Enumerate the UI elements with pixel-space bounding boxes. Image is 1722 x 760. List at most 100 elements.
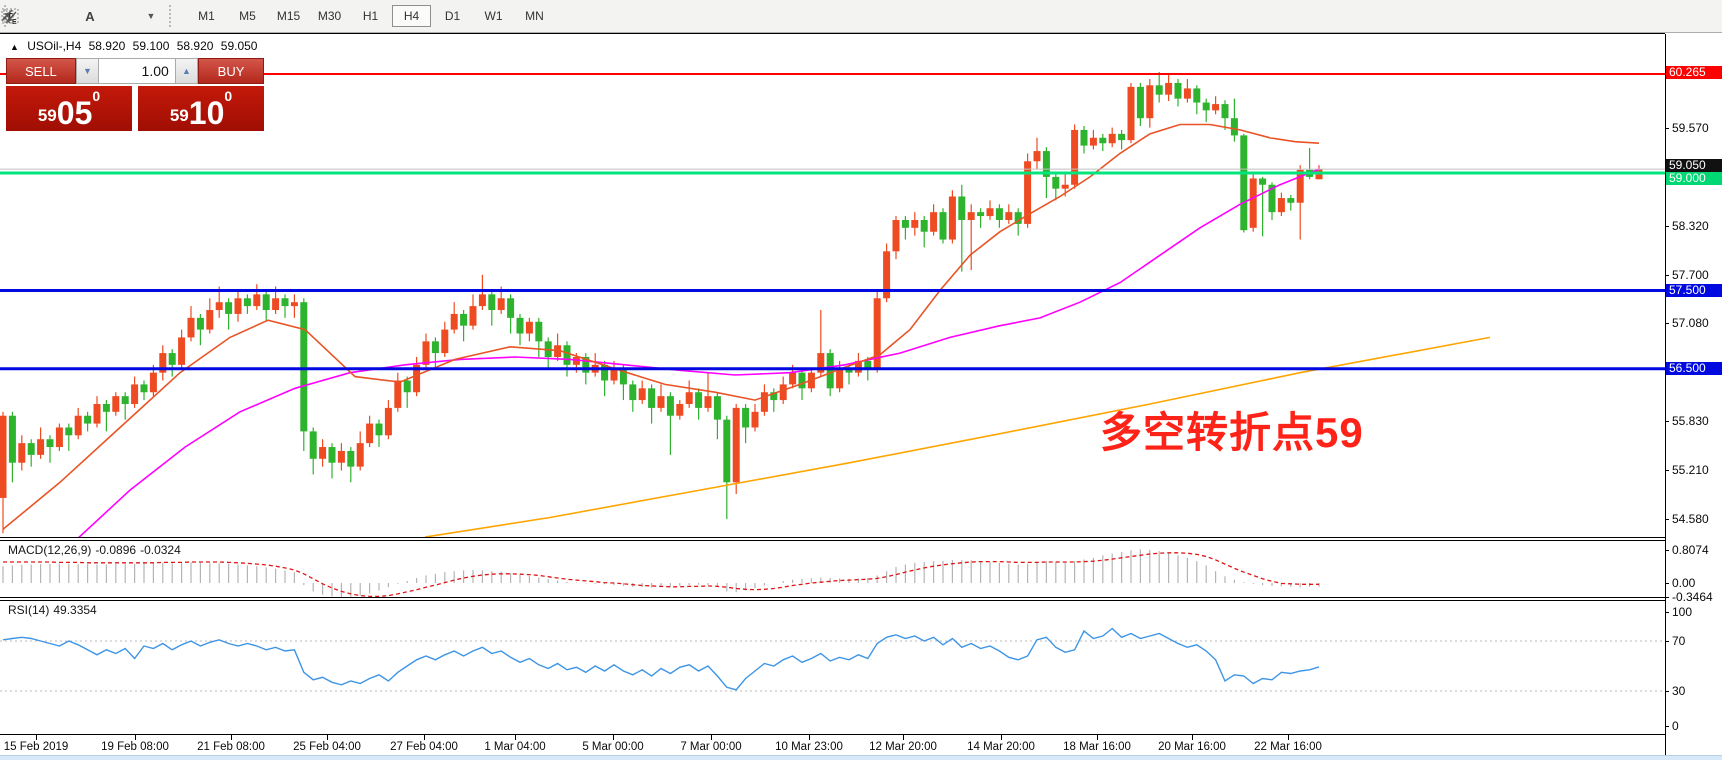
time-tick-label: 18 Mar 16:00 [1063,741,1131,753]
price-tick-label: 58.320 [1672,219,1709,233]
time-tick-mark [515,735,516,740]
rsi-indicator-label: RSI(14) 49.3354 [8,603,97,617]
time-tick-label: 1 Mar 04:00 [484,741,546,753]
buy-button[interactable]: BUY [198,58,264,84]
annotation-text[interactable]: 多空转折点59 [1100,409,1364,456]
macd-indicator-label: MACD(12,26,9) -0.0896 -0.0324 [8,543,181,557]
time-tick-label: 10 Mar 23:00 [775,741,843,753]
volume-increase-button[interactable]: ▲ [174,58,199,84]
symbol-period-label: USOil-,H4 [27,39,82,53]
time-tick-label: 5 Mar 00:00 [582,741,644,753]
rsi-panel-top-border [0,600,1665,601]
macd-axis-label: 0.8074 [1672,543,1709,557]
window-bottom-strip [0,755,1722,760]
main-panel-top-border [0,33,1665,34]
time-tick-mark [903,735,904,740]
time-tick-mark [809,735,810,740]
axis-tick-mark [1665,597,1669,598]
axis-tick-mark [1665,128,1669,129]
price-tick-label: 55.830 [1672,414,1709,428]
time-tick-mark [1288,735,1289,740]
macd-axis-label: 0.00 [1672,576,1696,590]
time-tick-label: 25 Feb 04:00 [293,741,361,753]
bid-price-main: 05 [56,95,93,132]
time-tick-label: 21 Feb 08:00 [197,741,265,753]
chart-header: ▲ USOil-,H4 58.920 59.100 58.920 59.050 [10,39,261,53]
time-tick-mark [424,735,425,740]
macd-panel-top-border [0,540,1665,541]
timeframe-switcher: M1 M5 M15 M30 H1 H4 D1 W1 MN [186,5,555,27]
main-price-chart[interactable] [0,34,1665,537]
price-badge: 56.500 [1666,362,1722,375]
time-tick-label: 7 Mar 00:00 [680,741,742,753]
rsi-axis-label: 30 [1672,684,1686,698]
axis-tick-mark [1665,641,1669,642]
fibonacci-icon[interactable]: F [3,4,75,28]
price-tick-label: 55.210 [1672,463,1709,477]
axis-tick-mark [1665,519,1669,520]
time-tick-mark [231,735,232,740]
rsi-chart[interactable] [0,599,1665,734]
chevron-down-icon: ▼ [146,11,156,21]
time-tick-label: 14 Mar 20:00 [967,741,1035,753]
shapes-arrows-icon[interactable]: ▼ [2,4,165,28]
toolbar-grip-2[interactable] [169,5,176,27]
svg-text:E: E [12,19,17,25]
timeframe-button-d1[interactable]: D1 [444,9,461,23]
timeframe-button-h1[interactable]: H1 [362,9,379,23]
time-tick-mark [1001,735,1002,740]
axis-tick-mark [1665,691,1669,692]
axis-tick-mark [1665,470,1669,471]
price-tick-label: 54.580 [1672,512,1709,526]
macd-panel-bottom-border [0,597,1665,598]
text-label-icon[interactable]: T [1,4,135,28]
timeframe-button-m30[interactable]: M30 [317,9,342,23]
volume-decrease-button[interactable]: ▼ [75,58,100,84]
time-tick-label: 12 Mar 20:00 [869,741,937,753]
time-tick-mark [711,735,712,740]
time-tick-mark [1097,735,1098,740]
bid-price-panel[interactable]: 59 05 0 [6,86,132,131]
one-click-trading-widget: SELL ▼ 1.00 ▲ BUY 59 05 0 59 10 0 [6,58,264,131]
ohlc-close: 59.050 [220,39,258,53]
timeframe-button-m15[interactable]: M15 [276,9,301,23]
macd-axis-label: -0.3464 [1672,590,1713,604]
time-tick-label: 20 Mar 16:00 [1158,741,1226,753]
ask-price-prefix: 59 [169,106,189,125]
ohlc-open: 58.920 [88,39,126,53]
toolbar-grip[interactable] [4,5,11,27]
volume-input[interactable]: 1.00 [99,58,175,84]
sell-button[interactable]: SELL [6,58,76,84]
time-tick-mark [613,735,614,740]
text-icon[interactable]: A [85,8,95,24]
svg-text:F: F [12,19,17,25]
axis-tick-mark [1665,323,1669,324]
timeframe-button-m1[interactable]: M1 [198,9,215,23]
timeframe-button-mn[interactable]: MN [525,9,544,23]
rsi-axis-label: 0 [1672,719,1679,733]
price-tick-label: 57.700 [1672,268,1709,282]
time-tick-label: 15 Feb 2019 [3,741,69,753]
price-badge: 59.000 [1666,172,1722,185]
macd-chart[interactable] [0,539,1665,598]
ohlc-high: 59.100 [132,39,170,53]
axis-vertical-border [1665,34,1666,757]
symbol-triangle-icon: ▲ [10,42,19,52]
timeframe-button-w1[interactable]: W1 [484,9,503,23]
time-tick-label: 19 Feb 08:00 [101,741,169,753]
ohlc-low: 58.920 [176,39,214,53]
time-tick-mark [36,735,37,740]
ask-price-sup: 0 [224,88,233,104]
rsi-axis-label: 100 [1672,605,1693,619]
axis-tick-mark [1665,226,1669,227]
axis-tick-mark [1665,612,1669,613]
price-badge: 60.265 [1666,66,1722,79]
bid-price-prefix: 59 [37,106,57,125]
axis-tick-mark [1665,421,1669,422]
rsi-panel-bottom-border [0,734,1665,735]
timeframe-button-m5[interactable]: M5 [239,9,256,23]
main-panel-bottom-border [0,537,1665,538]
ask-price-panel[interactable]: 59 10 0 [138,86,264,131]
timeframe-button-h4[interactable]: H4 [392,5,431,27]
